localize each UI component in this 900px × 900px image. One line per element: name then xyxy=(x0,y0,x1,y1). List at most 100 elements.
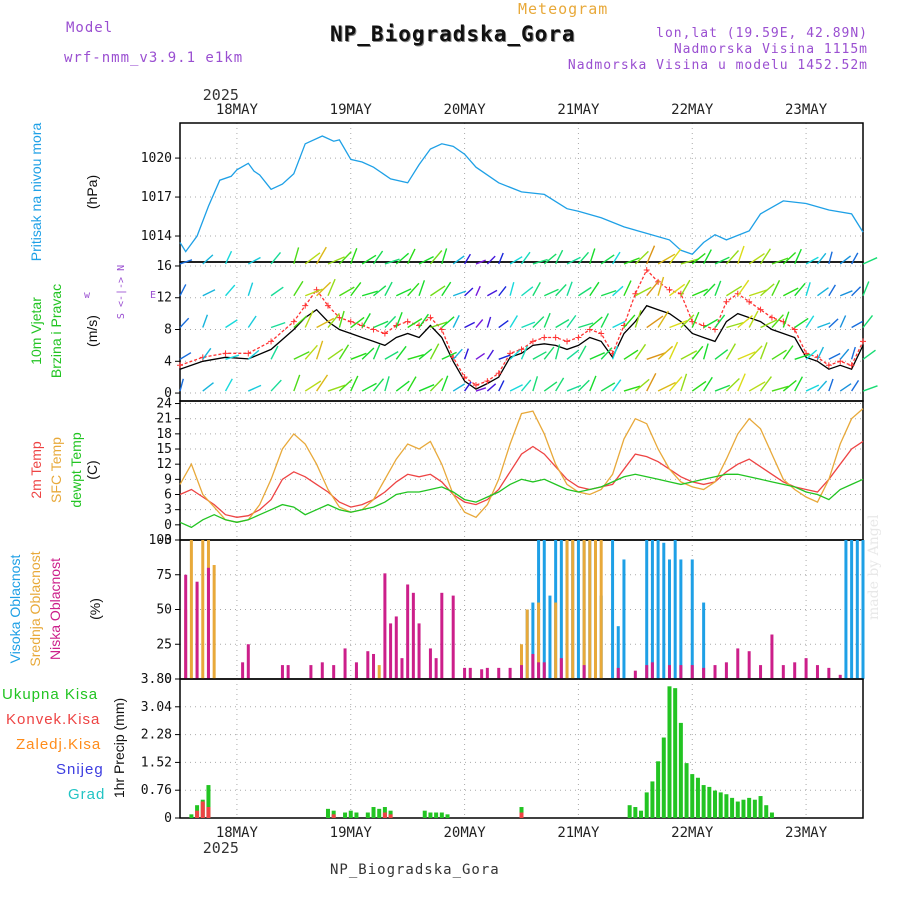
wind-arrow xyxy=(202,347,212,360)
wind-arrow xyxy=(543,312,551,328)
x-date-label-top: 19MAY xyxy=(330,102,373,118)
wind-arrow xyxy=(464,287,474,297)
bar-precip_total xyxy=(724,794,729,818)
y-tick-label: 21 xyxy=(156,412,172,427)
wind-arrow xyxy=(179,352,192,360)
wind-arrow xyxy=(338,344,350,360)
wind-arrow xyxy=(714,314,726,328)
wind-arrow xyxy=(521,321,536,329)
wind-arrow xyxy=(748,289,768,297)
bar-cloud_low xyxy=(770,634,774,679)
wind-arrow xyxy=(293,351,310,360)
x-date-label-bottom: 22MAY xyxy=(671,825,714,841)
bar-cloud_high xyxy=(844,540,848,679)
bar-precip_conv xyxy=(206,807,211,818)
bar-cloud_mid xyxy=(588,540,592,679)
bar-precip_total xyxy=(741,799,746,818)
model-label: Model xyxy=(66,20,114,36)
wind-arrow xyxy=(532,281,541,297)
gust-marker xyxy=(336,314,343,321)
bar-cloud_high xyxy=(679,559,683,679)
bar-cloud_low xyxy=(838,674,842,679)
wind-arrow xyxy=(805,282,811,296)
bar-cloud_high xyxy=(542,540,546,679)
bar-cloud_high xyxy=(656,540,660,679)
bar-cloud_high xyxy=(531,602,535,679)
bar-cloud_low xyxy=(736,648,740,679)
wind-arrow xyxy=(816,380,828,392)
wind-arrow xyxy=(338,251,352,265)
bar-cloud_mid xyxy=(525,609,529,679)
y-tick-label: 3 xyxy=(164,503,172,518)
wind-arrow xyxy=(304,288,323,297)
y-tick-label: 0 xyxy=(164,518,172,533)
wind-arrow xyxy=(817,322,831,329)
wind-arrow xyxy=(737,315,753,329)
chart-title: NP_Biogradska_Gora xyxy=(330,22,576,46)
wind-arrow xyxy=(441,248,448,265)
bar-precip_total xyxy=(718,792,723,818)
wind-arrow xyxy=(225,354,240,360)
bar-cloud_mid xyxy=(189,540,193,679)
wind-arrow xyxy=(202,289,216,297)
wind-arrow xyxy=(839,348,850,360)
cloud-unit-label: (%) xyxy=(87,598,103,620)
wind-arrow xyxy=(509,384,523,392)
station-footer-label: NP_Biogradska_Gora xyxy=(330,862,500,878)
bar-cloud_low xyxy=(383,573,387,679)
gust-marker xyxy=(268,338,275,345)
wind-arrow xyxy=(327,312,340,328)
wind-arrow xyxy=(395,345,407,360)
wind-arrow xyxy=(384,315,397,328)
cloud-mid-side-label: Srednja Oblacnost xyxy=(27,551,43,666)
wind-arrow xyxy=(441,351,457,360)
wind-arrow xyxy=(247,282,254,296)
gust-marker xyxy=(552,334,559,341)
series-line-temp_2m xyxy=(179,440,864,518)
wind-arrow xyxy=(361,290,378,297)
wind-arrow xyxy=(498,354,511,360)
model-name: wrf-nmm_v3.9.1 e1km xyxy=(64,50,244,66)
bar-cloud_low xyxy=(195,581,199,679)
wind-arrow xyxy=(441,281,452,297)
wind-arrow xyxy=(623,257,640,265)
wind-arrow xyxy=(452,255,465,265)
wind-arrow xyxy=(441,375,449,392)
wind-arrow xyxy=(361,313,371,328)
wind-arrow xyxy=(805,256,819,265)
bar-precip_total xyxy=(428,812,433,818)
dewpt-side-label: dewpt Temp xyxy=(68,432,84,507)
x-date-label-bottom: 23MAY xyxy=(785,825,828,841)
wind-arrow xyxy=(611,345,619,360)
wind-arrow xyxy=(771,314,784,328)
bar-cloud_low xyxy=(667,665,671,679)
y-tick-label: 12 xyxy=(156,291,172,306)
gust-marker xyxy=(723,298,730,305)
wind-arrow xyxy=(270,286,284,297)
bar-cloud_high xyxy=(855,540,859,679)
wind-arrow xyxy=(463,348,469,360)
gust-marker xyxy=(825,362,832,369)
wind-arrow xyxy=(384,350,399,360)
wind-arrow xyxy=(828,378,834,392)
model-altitude-label: Nadmorska Visina u modelu 1452.52m xyxy=(567,58,868,73)
bar-cloud_mid xyxy=(571,540,575,679)
x-year-label-bottom: 2025 xyxy=(203,839,239,857)
wind-arrow xyxy=(498,380,505,392)
wind-arrow xyxy=(657,310,669,328)
wind-arrow xyxy=(782,345,794,360)
wind-arrow xyxy=(395,312,403,328)
wind-arrow xyxy=(862,257,878,265)
bar-cloud_low xyxy=(781,665,785,679)
wind-arrow xyxy=(441,316,455,329)
bar-cloud_high xyxy=(611,540,615,679)
wind-arrow xyxy=(611,251,621,265)
wind-arrow xyxy=(475,352,485,360)
gust-marker xyxy=(472,382,479,389)
wind-arrow xyxy=(225,319,238,329)
wind-arrow xyxy=(430,285,446,297)
bar-precip_total xyxy=(713,790,718,818)
gust-marker xyxy=(564,338,571,345)
bar-precip_conv xyxy=(519,812,524,818)
bar-cloud_low xyxy=(747,651,751,679)
